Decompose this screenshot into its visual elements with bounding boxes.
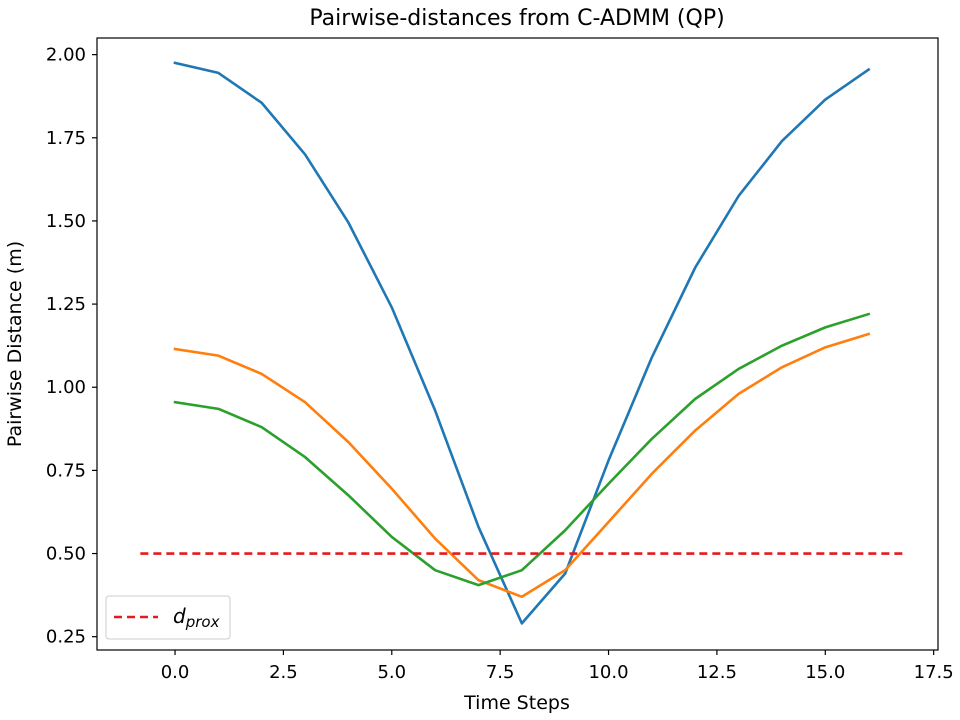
y-axis-label: Pairwise Distance (m) [4,241,26,447]
x-axis-ticks: 0.0 2.5 5.0 7.5 10.0 12.5 15.0 17.5 [161,650,954,683]
chart-title: Pairwise-distances from C-ADMM (QP) [309,6,724,31]
y-tick-label: 0.50 [46,544,86,565]
plot-frame [96,37,939,651]
x-tick-label: 7.5 [486,662,515,683]
series-line-3 [173,312,871,587]
legend-label-main: d [173,604,186,628]
x-tick-label: 12.5 [697,662,737,683]
y-tick-label: 1.25 [46,294,86,315]
y-axis-ticks: 0.25 0.50 0.75 1.00 1.25 1.50 1.75 2.00 [46,45,97,648]
series-line-1 [173,61,871,625]
y-tick-label: 1.00 [46,377,86,398]
series-line-2 [173,332,871,599]
y-tick-label: 1.50 [46,211,86,232]
x-tick-label: 0.0 [161,662,190,683]
y-tick-label: 2.00 [46,45,86,66]
y-tick-label: 1.75 [46,128,86,149]
x-axis-label: Time Steps [463,692,570,714]
x-tick-label: 17.5 [914,662,954,683]
x-tick-label: 15.0 [805,662,845,683]
legend: dprox [105,595,231,640]
y-tick-label: 0.75 [46,460,86,481]
series-layer [173,61,871,625]
x-tick-label: 5.0 [377,662,406,683]
legend-label-sub: prox [185,613,220,631]
x-tick-label: 2.5 [269,662,298,683]
y-tick-label: 0.25 [46,627,86,648]
x-tick-label: 10.0 [588,662,628,683]
legend-label-dprox: dprox [173,604,220,631]
legend-box [105,595,231,640]
